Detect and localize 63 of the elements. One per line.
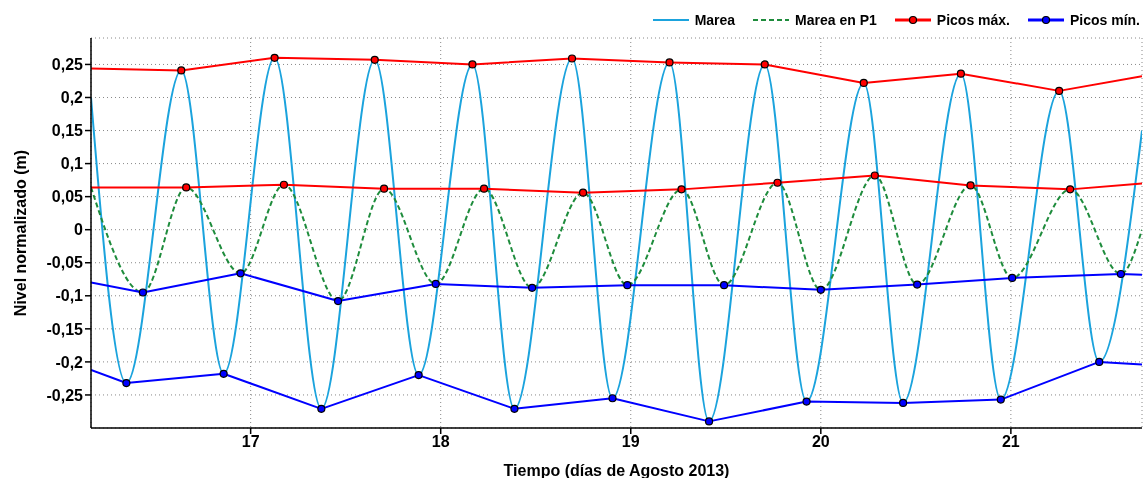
y-tick-label: -0,05 — [46, 254, 84, 272]
point — [704, 417, 714, 426]
point — [859, 78, 868, 88]
x-tick-label: 17 — [241, 433, 260, 451]
y-tick-label: 0,25 — [51, 56, 84, 74]
point — [677, 185, 686, 194]
point — [177, 66, 186, 75]
point — [760, 60, 769, 69]
point — [802, 397, 811, 406]
point — [182, 183, 191, 192]
point — [317, 404, 326, 413]
legend-label: Marea — [694, 12, 736, 28]
point — [913, 280, 922, 289]
point — [510, 404, 519, 413]
point — [528, 283, 537, 292]
legend-label: Marea en P1 — [795, 12, 877, 28]
point — [468, 60, 477, 69]
point — [956, 69, 965, 78]
point — [816, 285, 825, 294]
point — [138, 288, 147, 297]
y-tick-label: -0,1 — [55, 287, 84, 305]
point — [1008, 273, 1017, 283]
point — [279, 180, 288, 189]
point — [431, 279, 440, 288]
y-tick-label: -0,15 — [46, 320, 84, 338]
point — [1055, 86, 1064, 95]
x-tick-label: 18 — [431, 433, 450, 451]
y-tick-label: -0,2 — [55, 353, 84, 371]
y-tick-label: -0,25 — [46, 386, 84, 404]
point — [966, 181, 975, 190]
point — [996, 395, 1005, 404]
point — [870, 171, 879, 180]
point — [379, 184, 389, 193]
point — [479, 184, 489, 193]
point — [270, 53, 279, 62]
point — [122, 378, 131, 388]
y-tick-label: 0,05 — [51, 188, 84, 206]
legend-label: Picos máx. — [936, 12, 1010, 28]
point — [899, 398, 908, 407]
x-tick-label: 20 — [811, 433, 830, 451]
y-tick-label: 0,15 — [51, 122, 84, 140]
point — [773, 178, 782, 187]
y-tick-label: 0 — [74, 221, 84, 239]
point — [665, 58, 674, 67]
point — [1066, 185, 1075, 194]
legend-label: Picos mín. — [1069, 12, 1140, 28]
y-tick-label: 0,1 — [60, 155, 84, 173]
point — [370, 55, 379, 64]
point — [567, 54, 577, 63]
point — [236, 269, 245, 278]
point — [578, 188, 588, 197]
point — [623, 281, 632, 290]
x-tick-label: 19 — [621, 433, 640, 451]
point — [1095, 357, 1104, 366]
point — [608, 394, 617, 403]
point — [333, 296, 343, 306]
point — [219, 369, 228, 378]
point — [1116, 269, 1125, 279]
point — [719, 281, 729, 290]
x-tick-label: 21 — [1001, 433, 1020, 451]
y-axis-title: Nivel normalizado (m) — [11, 149, 29, 317]
point — [414, 371, 423, 380]
y-tick-label: 0,2 — [60, 89, 84, 107]
